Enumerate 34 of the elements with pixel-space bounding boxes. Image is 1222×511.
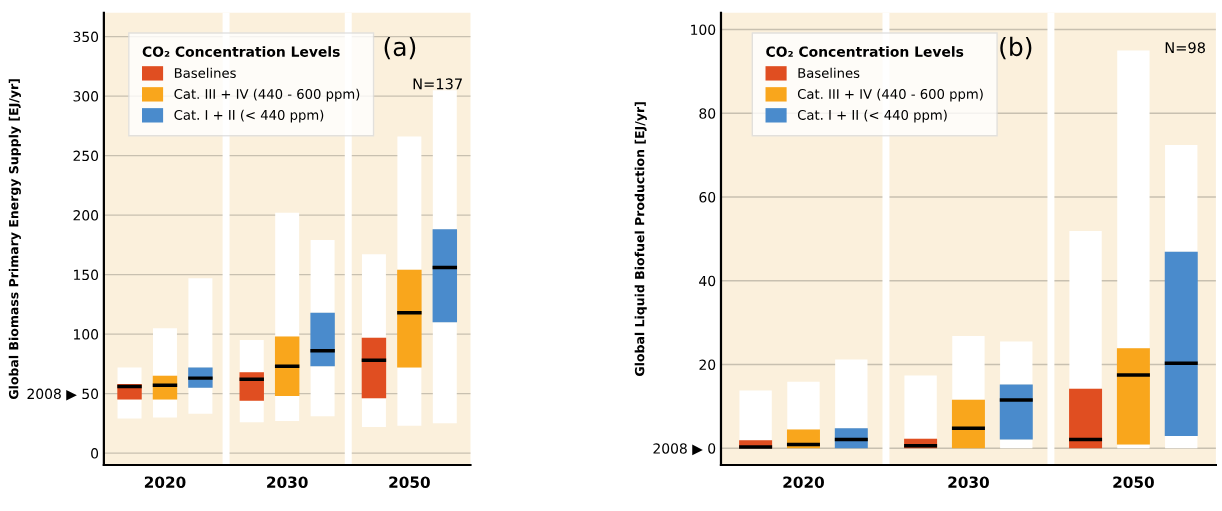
legend-label: Baselines [174,67,236,78]
legend-title: CO₂ Concentration Levels [142,46,340,57]
y-tick-label: 0 [91,448,99,459]
y-tick-label: 2008 ▶ 0 [653,443,716,456]
annotation: (b) [1000,36,1032,60]
y-tick-label: 350 [73,31,99,43]
y-axis-title: Global Biomass Primary Energy Supply [EJ/yr] [8,79,21,400]
x-tick-label: 2050 [1113,476,1154,488]
x-tick-label: 2030 [948,476,989,488]
annotation: N=137 [413,78,462,90]
legend-label: Cat. III + IV (440 - 600 ppm) [174,88,360,102]
y-tick-label: 100 [74,329,99,340]
legend-label: Cat. III + IV (440 - 600 ppm) [797,88,983,102]
y-tick-label: 300 [73,91,99,102]
legend-title: CO₂ Concentration Levels [766,46,964,57]
y-tick-label: 250 [73,150,99,162]
y-tick-label: 100 [691,24,716,35]
y-tick-label: 60 [699,191,716,203]
y-axis-title: Global Liquid Biofuel Production [EJ/yr] [634,102,647,376]
y-tick-label: 2008 ▶ 50 [27,388,99,401]
annotation: N=98 [1165,42,1205,54]
y-tick-label: 150 [74,269,99,281]
legend-label: Cat. I + II (< 440 ppm) [797,109,947,123]
y-tick-label: 40 [699,275,716,287]
x-tick-label: 2050 [389,476,430,488]
legend-label: Cat. I + II (< 440 ppm) [174,109,324,123]
y-tick-label: 20 [699,359,716,370]
y-tick-label: 200 [73,210,99,221]
annotation: (a) [384,36,416,60]
x-tick-label: 2020 [144,476,186,488]
legend-label: Baselines [798,67,860,78]
x-tick-label: 2030 [267,476,308,488]
x-tick-label: 2020 [783,476,824,488]
y-tick-label: 80 [699,108,716,119]
